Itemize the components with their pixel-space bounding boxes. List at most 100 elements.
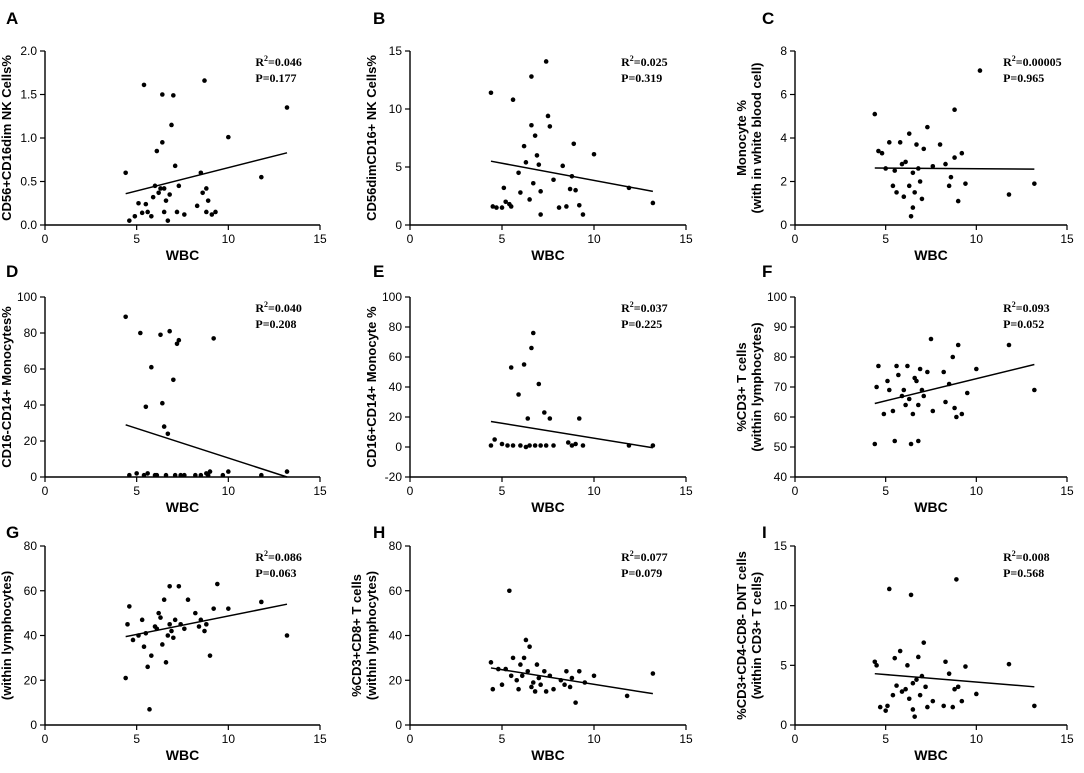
y-tick-label: 5 [395, 160, 402, 174]
data-point [912, 714, 917, 719]
data-point [198, 617, 204, 623]
data-point [143, 630, 149, 636]
y-tick-label: 0 [780, 218, 787, 232]
data-point [529, 122, 534, 128]
panel-e: E 0 5 10 15 -20 0 20 40 60 80 100 WBC CD16+CD14+ Mono… [364, 262, 693, 515]
data-point [885, 378, 890, 384]
data-point [916, 438, 921, 444]
x-tick-label: 5 [133, 732, 140, 746]
data-point [496, 666, 501, 672]
x-tick-label: 10 [587, 232, 601, 246]
y-tick-label: 2.0 [20, 44, 37, 58]
y-tick-label: 80 [389, 539, 403, 553]
data-point [172, 472, 178, 478]
data-point [176, 183, 182, 189]
data-point [138, 330, 143, 336]
x-tick-label: 5 [499, 484, 506, 498]
y-axis-label: CD56dimCD16+ NK Cells% [364, 55, 379, 221]
data-point [150, 194, 156, 200]
data-point [167, 192, 172, 197]
data-point [160, 642, 165, 647]
data-point [516, 686, 521, 692]
r-squared-label: R2=0.086 [255, 549, 302, 564]
data-point [165, 431, 171, 437]
data-point [494, 205, 499, 210]
data-point [516, 392, 521, 397]
data-point [910, 680, 916, 686]
y-tick-label: 80 [24, 326, 38, 340]
data-point [182, 212, 187, 217]
data-point [521, 655, 527, 661]
data-point [226, 469, 231, 474]
panel-letter: H [373, 523, 385, 542]
data-point [977, 68, 983, 73]
data-point [125, 622, 130, 627]
data-point [141, 82, 147, 88]
data-point [959, 150, 965, 156]
data-point [132, 214, 138, 219]
data-point [523, 444, 529, 450]
data-point [556, 205, 562, 210]
data-point [908, 214, 914, 219]
x-tick-label: 5 [882, 484, 889, 498]
panel-i: I 0 5 10 15 0 5 10 15 WBC %CD3+CD4-CD8- DNT cells(… [734, 523, 1074, 763]
y-tick-label: 0.0 [20, 218, 37, 232]
y-tick-label: 6 [780, 88, 787, 102]
x-tick-label: 15 [679, 732, 693, 746]
data-point [200, 190, 205, 196]
data-point [890, 692, 896, 698]
y-axis-label: (within lymphocytes) [0, 571, 14, 700]
data-point [204, 622, 209, 627]
data-point [284, 469, 290, 474]
data-point [527, 197, 532, 202]
data-point [529, 74, 534, 79]
data-point [171, 635, 176, 641]
data-point [534, 662, 540, 667]
data-point [204, 186, 209, 191]
data-point [910, 170, 916, 176]
y-axis-label: CD56+CD16dim NK Cells% [0, 55, 14, 221]
x-tick-label: 0 [407, 484, 414, 498]
data-point [154, 148, 160, 154]
data-point [886, 140, 892, 145]
data-point [910, 411, 916, 417]
data-point [897, 648, 903, 654]
data-point [921, 393, 927, 399]
data-point [1032, 181, 1037, 186]
data-point [123, 170, 128, 176]
data-point [156, 190, 161, 196]
x-axis-label: WBC [531, 499, 564, 515]
data-point [886, 586, 892, 592]
regression-line [490, 667, 653, 695]
data-point [919, 387, 925, 393]
y-tick-label: 20 [24, 673, 38, 687]
data-point [165, 633, 171, 638]
data-point [160, 140, 165, 145]
y-axis-label: (within lymphocytes) [749, 322, 764, 451]
data-point [185, 597, 191, 602]
y-tick-label: 60 [389, 584, 403, 598]
data-point [527, 443, 532, 448]
data-point [161, 597, 167, 602]
data-point [514, 677, 520, 683]
y-tick-label: 4 [780, 131, 787, 145]
data-point [130, 637, 136, 643]
data-point [518, 190, 523, 195]
data-point [213, 209, 218, 215]
data-point [908, 592, 914, 598]
data-point [193, 610, 198, 616]
data-point [886, 387, 892, 393]
y-tick-label: -20 [385, 470, 403, 484]
data-point [508, 673, 514, 679]
y-tick-label: 60 [774, 410, 788, 424]
x-tick-label: 10 [222, 232, 236, 246]
data-point [123, 314, 128, 320]
data-point [149, 364, 154, 370]
data-point [914, 378, 919, 384]
data-point [925, 704, 930, 710]
data-point [955, 684, 961, 690]
panel-f: F 0 5 10 15 40 50 60 70 80 90 100 WBC %CD3+ T cells (w… [734, 262, 1074, 515]
data-point [542, 669, 547, 674]
data-point [488, 443, 494, 448]
y-tick-label: 20 [389, 410, 403, 424]
